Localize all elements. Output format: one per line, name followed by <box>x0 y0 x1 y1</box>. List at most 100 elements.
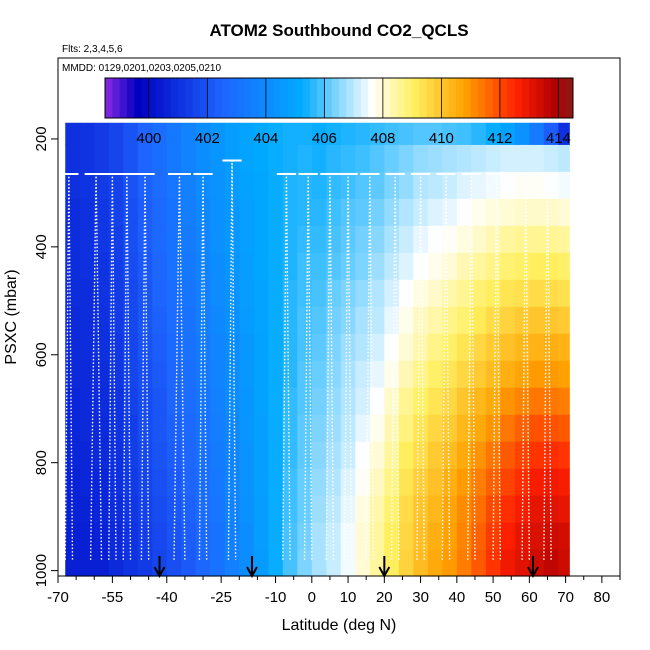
colorbar-tick-label: 402 <box>195 130 220 147</box>
heatmap-cell <box>311 252 327 280</box>
heatmap-cell <box>224 495 240 523</box>
heatmap-cell <box>369 441 385 469</box>
heatmap-cell <box>485 333 501 361</box>
heatmap-cell <box>152 360 168 388</box>
heatmap-cell <box>500 198 516 226</box>
colorbar-swatch <box>390 78 398 118</box>
colorbar-swatch <box>456 78 464 118</box>
heatmap-cell <box>268 225 284 253</box>
heatmap-cell <box>558 387 570 415</box>
heatmap-cell <box>514 495 530 523</box>
heatmap-cell <box>210 468 226 496</box>
heatmap-cell <box>413 414 429 442</box>
heatmap-cell <box>268 122 284 145</box>
heatmap-cell <box>79 333 95 361</box>
heatmap-cell <box>166 495 182 523</box>
heatmap-cell <box>123 522 139 550</box>
heatmap-cell <box>311 468 327 496</box>
y-tick-label: 600 <box>33 342 50 367</box>
heatmap-cell <box>442 279 458 307</box>
heatmap-cell <box>398 144 414 172</box>
heatmap-cell <box>456 333 472 361</box>
heatmap-cell <box>282 225 298 253</box>
heatmap-cell <box>137 122 153 145</box>
heatmap-cell <box>398 387 414 415</box>
heatmap-cell <box>500 225 516 253</box>
heatmap-cell <box>485 171 501 199</box>
heatmap-cell <box>65 360 81 388</box>
heatmap-cell <box>195 495 211 523</box>
heatmap-cell <box>94 171 110 199</box>
heatmap-cell <box>427 360 443 388</box>
heatmap-cell <box>94 333 110 361</box>
heatmap-cell <box>456 306 472 334</box>
heatmap-cell <box>355 198 371 226</box>
heatmap-cell <box>427 441 443 469</box>
heatmap-cell <box>268 279 284 307</box>
heatmap-cell <box>152 171 168 199</box>
heatmap-cell <box>529 522 545 550</box>
heatmap-cell <box>311 225 327 253</box>
colorbar-swatch <box>207 78 216 118</box>
colorbar-swatch <box>126 78 135 118</box>
heatmap-cell <box>543 279 559 307</box>
heatmap-cell <box>558 171 570 199</box>
heatmap-cell <box>166 171 182 199</box>
heatmap-cell <box>529 468 545 496</box>
heatmap-cell <box>108 171 124 199</box>
heatmap-cell <box>239 495 255 523</box>
heatmap-cell <box>253 495 269 523</box>
heatmap-cell <box>456 360 472 388</box>
x-tick-label: -40 <box>156 589 178 606</box>
heatmap-cell <box>137 279 153 307</box>
heatmap-cell <box>398 198 414 226</box>
heatmap-cell <box>413 441 429 469</box>
heatmap-cell <box>326 387 342 415</box>
heatmap-cell <box>485 144 501 172</box>
heatmap-cell <box>471 198 487 226</box>
heatmap-cell <box>384 252 400 280</box>
heatmap-cell <box>152 252 168 280</box>
heatmap-cell <box>166 468 182 496</box>
heatmap-cell <box>152 495 168 523</box>
heatmap-cell <box>326 495 342 523</box>
heatmap-cell <box>94 522 110 550</box>
heatmap-cell <box>282 414 298 442</box>
heatmap-cell <box>340 441 356 469</box>
heatmap-cell <box>152 414 168 442</box>
heatmap-cell <box>297 122 313 145</box>
colorbar-swatch <box>485 78 494 118</box>
heatmap-cell <box>181 522 197 550</box>
heatmap-cell <box>137 306 153 334</box>
heatmap-cell <box>485 225 501 253</box>
heatmap-cell <box>427 522 443 550</box>
heatmap-cell <box>558 468 570 496</box>
heatmap-cell <box>456 468 472 496</box>
heatmap-cell <box>442 198 458 226</box>
heatmap-cell <box>108 225 124 253</box>
heatmap-cell <box>181 122 197 145</box>
heatmap-cell <box>427 414 443 442</box>
heatmap-cell <box>152 198 168 226</box>
heatmap-cell <box>181 549 197 577</box>
heatmap-cell <box>456 144 472 172</box>
heatmap-cell <box>253 122 269 145</box>
heatmap-cell <box>79 279 95 307</box>
heatmap-cell <box>311 122 327 145</box>
heatmap-cell <box>326 198 342 226</box>
heatmap-cell <box>253 441 269 469</box>
heatmap-cell <box>529 225 545 253</box>
heatmap-cell <box>500 252 516 280</box>
heatmap-cell <box>166 387 182 415</box>
heatmap-cell <box>413 279 429 307</box>
heatmap-cell <box>442 441 458 469</box>
heatmap-cell <box>355 144 371 172</box>
colorbar-swatch <box>477 78 486 118</box>
heatmap-cell <box>239 252 255 280</box>
heatmap-cell <box>268 360 284 388</box>
heatmap-cell <box>500 495 516 523</box>
heatmap-cell <box>398 333 414 361</box>
heatmap-cell <box>369 306 385 334</box>
heatmap-cell <box>500 279 516 307</box>
heatmap-cell <box>94 279 110 307</box>
